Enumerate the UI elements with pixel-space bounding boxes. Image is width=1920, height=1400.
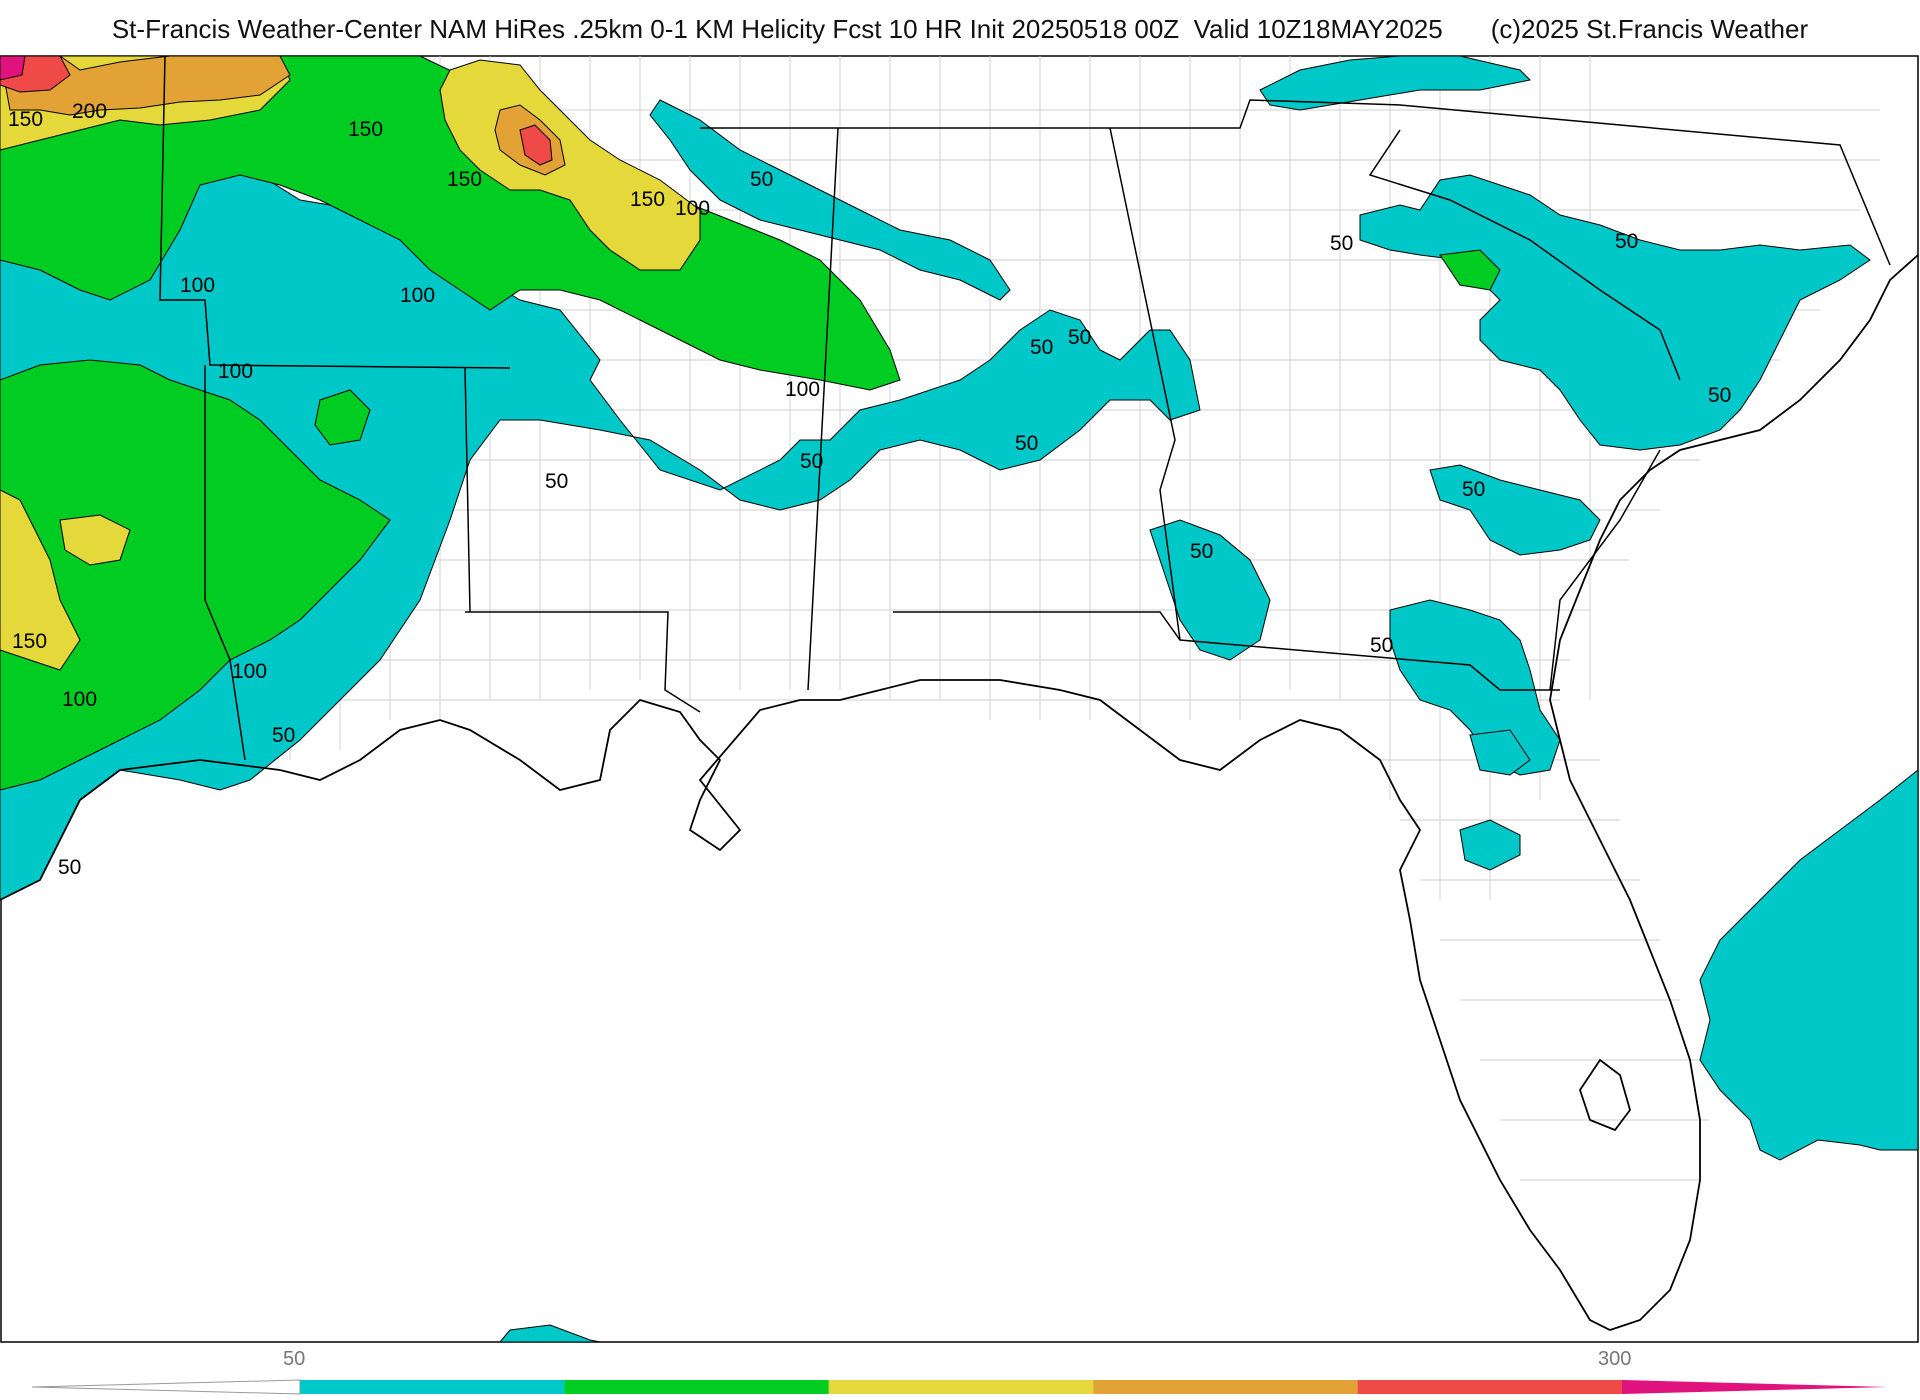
colorbar-high-arrow — [1622, 1380, 1888, 1394]
contour-label: 50 — [1370, 634, 1393, 657]
contour-labels: 150 200 150 150 150 100 50 100 100 100 1… — [8, 100, 1731, 879]
contour-label: 50 — [1015, 432, 1038, 455]
colorbar-tick-300: 300 — [1598, 1348, 1631, 1370]
contour-label: 50 — [1462, 478, 1485, 501]
contour-label: 50 — [58, 856, 81, 879]
contour-label: 150 — [348, 118, 383, 141]
contour-label: 100 — [232, 660, 267, 683]
helicity-100-layer — [0, 55, 1501, 791]
contour-label: 50 — [1708, 384, 1731, 407]
map-title: St-Francis Weather-Center NAM HiRes .25k… — [0, 14, 1920, 45]
contour-label: 100 — [400, 284, 435, 307]
contour-label: 50 — [1030, 336, 1053, 359]
colorbar-bin — [300, 1380, 565, 1394]
colorbar-bins — [300, 1380, 1622, 1394]
colorbar-bin — [564, 1380, 829, 1394]
colorbar-low-arrow — [31, 1379, 301, 1395]
contour-label: 50 — [272, 724, 295, 747]
state-borders — [159, 55, 1891, 761]
colorbar-bin — [1357, 1380, 1622, 1394]
contour-label: 100 — [62, 688, 97, 711]
colorbar-bin — [828, 1380, 1094, 1394]
contour-label: 150 — [447, 168, 482, 191]
contour-label: 100 — [785, 378, 820, 401]
contour-label: 100 — [675, 197, 710, 220]
title-text: St-Francis Weather-Center NAM HiRes .25k… — [111, 14, 1443, 44]
contour-label: 50 — [1330, 232, 1353, 255]
contour-label: 200 — [72, 100, 107, 123]
contour-label: 50 — [1615, 230, 1638, 253]
credit-text: (c)2025 St.Francis Weather — [1490, 14, 1809, 44]
contour-label: 50 — [545, 470, 568, 493]
colorbar-bin — [1093, 1380, 1358, 1394]
contour-label: 150 — [8, 108, 43, 131]
contour-label: 50 — [1190, 540, 1213, 563]
contour-label: 150 — [12, 630, 47, 653]
contour-label: 100 — [180, 274, 215, 297]
helicity-300-layer — [0, 55, 26, 81]
colorbar: 50 300 — [31, 1348, 1888, 1395]
helicity-50-layer — [0, 55, 1919, 1343]
coastline — [0, 254, 1919, 1331]
contour-label: 100 — [218, 360, 253, 383]
contour-label: 50 — [800, 450, 823, 473]
contour-label: 150 — [630, 188, 665, 211]
contour-label: 50 — [750, 168, 773, 191]
colorbar-tick-50: 50 — [283, 1348, 305, 1370]
contour-label: 50 — [1068, 326, 1091, 349]
